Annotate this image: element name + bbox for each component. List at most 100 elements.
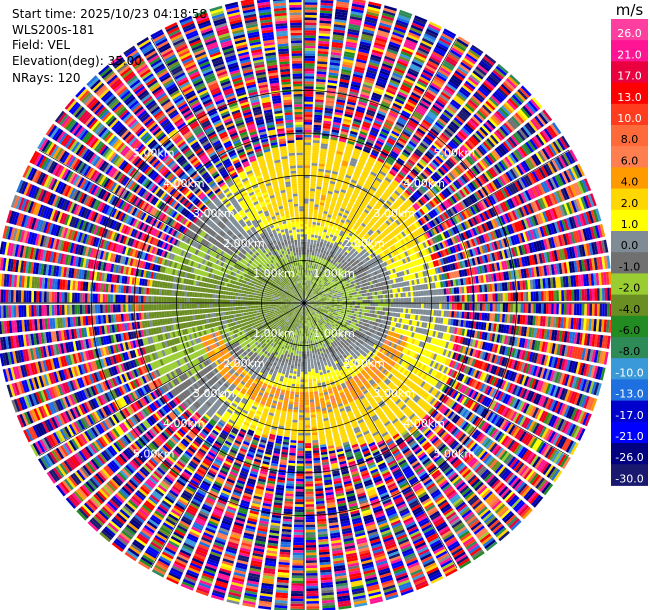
gate xyxy=(316,76,326,80)
gate xyxy=(310,191,315,194)
gate xyxy=(304,68,315,72)
gate xyxy=(332,36,344,41)
gate xyxy=(319,15,332,19)
gate xyxy=(315,258,318,262)
gate xyxy=(319,202,325,206)
gate xyxy=(340,76,350,81)
gate xyxy=(326,162,333,166)
gate xyxy=(304,60,315,64)
gate xyxy=(328,69,339,74)
gate xyxy=(335,153,343,158)
gate xyxy=(304,285,306,288)
gate xyxy=(320,197,326,201)
gate xyxy=(375,37,387,43)
gate xyxy=(316,81,326,85)
gate xyxy=(313,124,322,128)
gate xyxy=(304,203,309,207)
gate xyxy=(313,211,318,215)
gate xyxy=(331,41,343,46)
gate xyxy=(309,206,314,210)
gate xyxy=(329,183,335,187)
gate xyxy=(384,5,397,12)
gate xyxy=(304,244,307,247)
gate xyxy=(304,40,316,44)
gate xyxy=(306,287,308,291)
gate xyxy=(378,27,391,34)
gate xyxy=(332,121,341,126)
gate xyxy=(307,267,310,271)
gate xyxy=(306,275,309,278)
gate xyxy=(350,130,358,136)
gate xyxy=(314,263,317,267)
gate xyxy=(333,119,342,124)
gate xyxy=(309,201,314,204)
gate xyxy=(358,98,368,104)
gate xyxy=(317,259,321,263)
gate xyxy=(304,231,308,235)
gate xyxy=(355,111,364,116)
gate xyxy=(321,194,326,199)
gate xyxy=(355,63,366,69)
gate xyxy=(329,64,340,69)
gate xyxy=(314,232,319,236)
gate xyxy=(331,173,338,178)
gate xyxy=(321,138,329,142)
gate xyxy=(318,246,322,250)
gate xyxy=(360,38,372,44)
gate xyxy=(317,61,328,65)
gate xyxy=(335,11,348,16)
gate xyxy=(357,103,367,109)
gate xyxy=(363,23,376,29)
gate xyxy=(304,50,316,54)
gate xyxy=(304,183,310,186)
gate xyxy=(346,101,356,106)
gate xyxy=(304,83,314,87)
gate xyxy=(307,231,311,235)
gate xyxy=(363,26,376,32)
gate xyxy=(309,196,315,199)
gate xyxy=(345,41,358,46)
gate xyxy=(344,51,356,56)
gate xyxy=(304,42,316,46)
gate xyxy=(344,111,354,116)
gate xyxy=(310,257,314,261)
gate xyxy=(382,12,395,19)
gate xyxy=(304,211,309,214)
gate xyxy=(320,225,324,229)
gate xyxy=(311,157,319,161)
gate xyxy=(311,278,313,282)
gate xyxy=(315,266,318,270)
gate xyxy=(304,287,306,291)
gate xyxy=(325,100,335,104)
gate xyxy=(304,155,311,158)
gate xyxy=(307,280,309,283)
gate xyxy=(318,209,323,214)
gate xyxy=(368,1,382,7)
gate xyxy=(305,275,307,278)
gate xyxy=(305,290,307,293)
gate xyxy=(320,143,328,147)
gate xyxy=(329,144,337,149)
gate xyxy=(314,199,320,203)
gate xyxy=(346,143,354,148)
gate xyxy=(308,285,310,289)
gate xyxy=(342,63,353,69)
gate xyxy=(310,244,313,248)
gate xyxy=(308,286,311,289)
gate xyxy=(332,39,344,44)
gate xyxy=(304,119,313,123)
gate xyxy=(306,282,309,286)
gate xyxy=(353,118,362,124)
gate xyxy=(316,78,326,83)
gate xyxy=(310,239,314,243)
gate xyxy=(341,162,348,167)
gate xyxy=(304,81,314,84)
gate xyxy=(330,202,336,206)
gate xyxy=(304,76,315,79)
gate xyxy=(356,58,367,64)
gate xyxy=(312,142,320,146)
gate xyxy=(316,240,320,244)
gate xyxy=(304,257,306,260)
gate xyxy=(305,295,307,299)
gate xyxy=(304,295,306,298)
